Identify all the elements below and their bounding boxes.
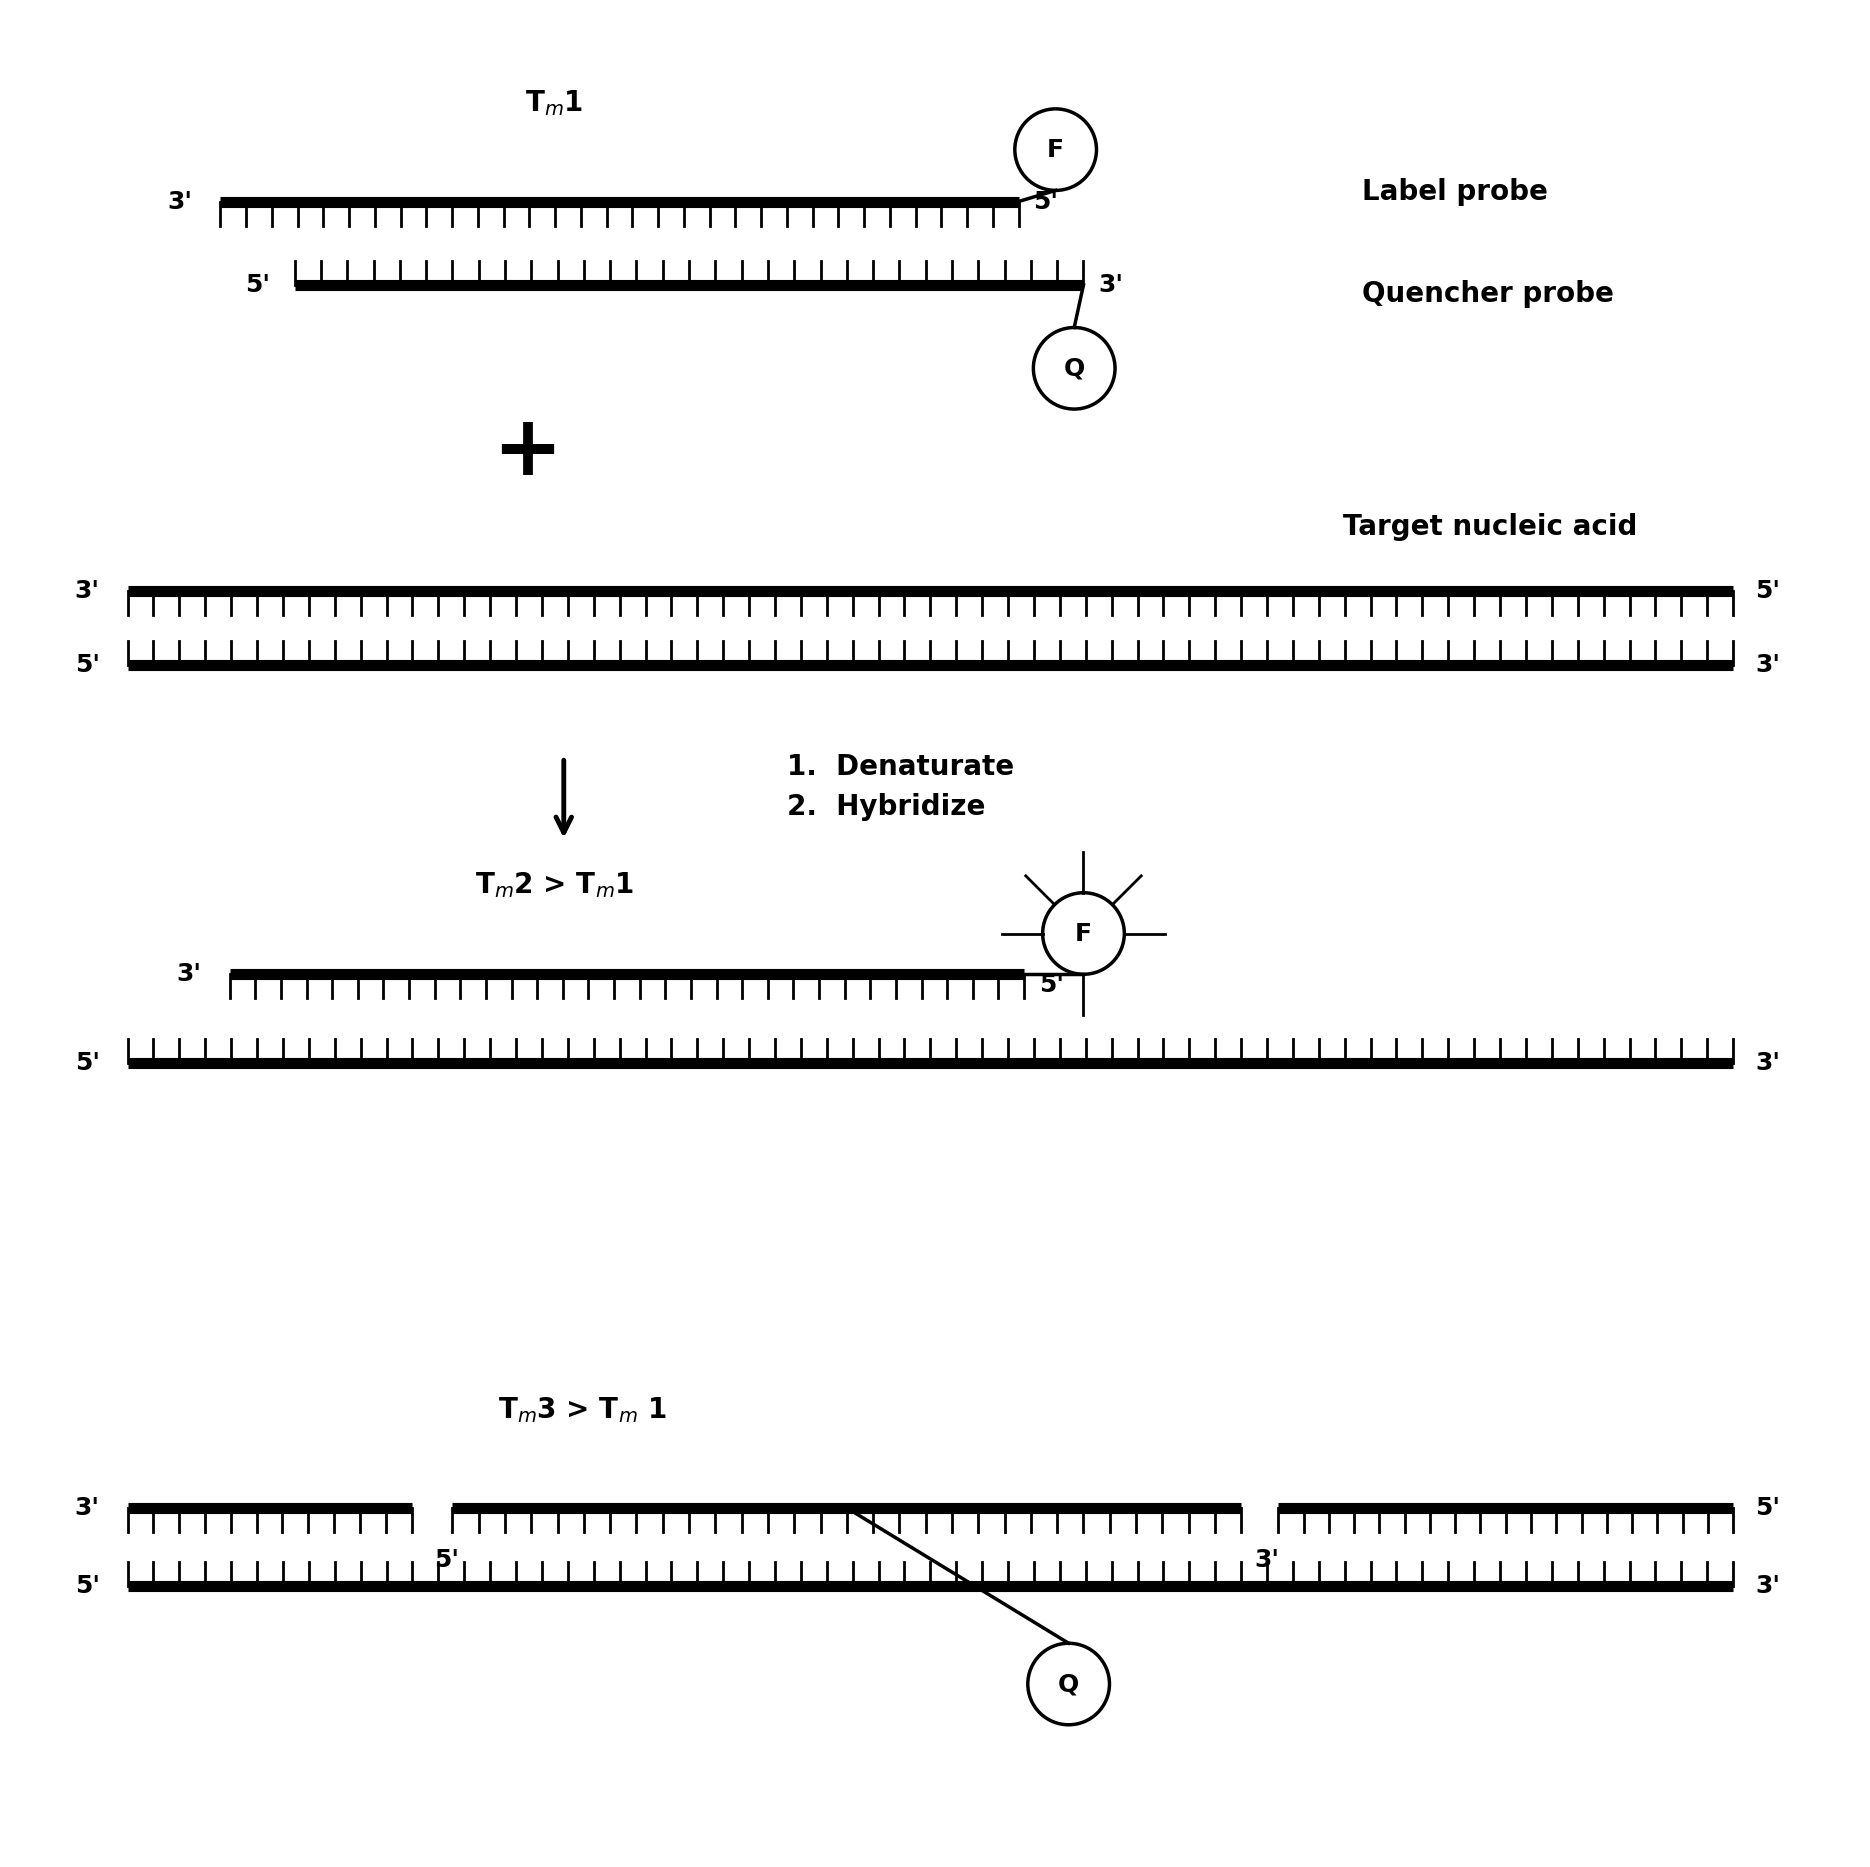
Text: 5': 5': [75, 1574, 99, 1598]
Text: T$_m$1: T$_m$1: [525, 88, 583, 118]
Text: 5': 5': [434, 1548, 458, 1572]
Text: 5': 5': [1756, 579, 1780, 603]
Text: 3': 3': [75, 1495, 99, 1520]
Text: F: F: [1075, 922, 1092, 945]
Text: F: F: [1047, 138, 1064, 162]
Text: 3': 3': [178, 962, 202, 986]
Text: 3': 3': [75, 579, 99, 603]
Text: 5': 5': [245, 273, 271, 297]
Text: T$_m$3 > T$_m$ 1: T$_m$3 > T$_m$ 1: [497, 1395, 668, 1425]
Text: 2.  Hybridize: 2. Hybridize: [787, 793, 985, 821]
Text: 5': 5': [75, 1051, 99, 1075]
Text: 5': 5': [1034, 190, 1058, 213]
Text: 5': 5': [75, 653, 99, 678]
Text: 1.  Denaturate: 1. Denaturate: [787, 752, 1014, 780]
Text: Label probe: Label probe: [1361, 177, 1548, 205]
Text: 3': 3': [1756, 1051, 1780, 1075]
Text: 3': 3': [1756, 653, 1780, 678]
Text: 3': 3': [1255, 1548, 1279, 1572]
Text: 3': 3': [168, 190, 193, 213]
Text: 3': 3': [1756, 1574, 1780, 1598]
Text: Quencher probe: Quencher probe: [1361, 280, 1614, 308]
Text: 5': 5': [1040, 973, 1064, 997]
Text: +: +: [492, 411, 561, 493]
Text: 3': 3': [1098, 273, 1124, 297]
Text: 5': 5': [1756, 1495, 1780, 1520]
Text: Target nucleic acid: Target nucleic acid: [1343, 513, 1638, 541]
Text: T$_m$2 > T$_m$1: T$_m$2 > T$_m$1: [475, 870, 634, 900]
Text: Q: Q: [1058, 1673, 1079, 1695]
Text: Q: Q: [1064, 357, 1085, 381]
